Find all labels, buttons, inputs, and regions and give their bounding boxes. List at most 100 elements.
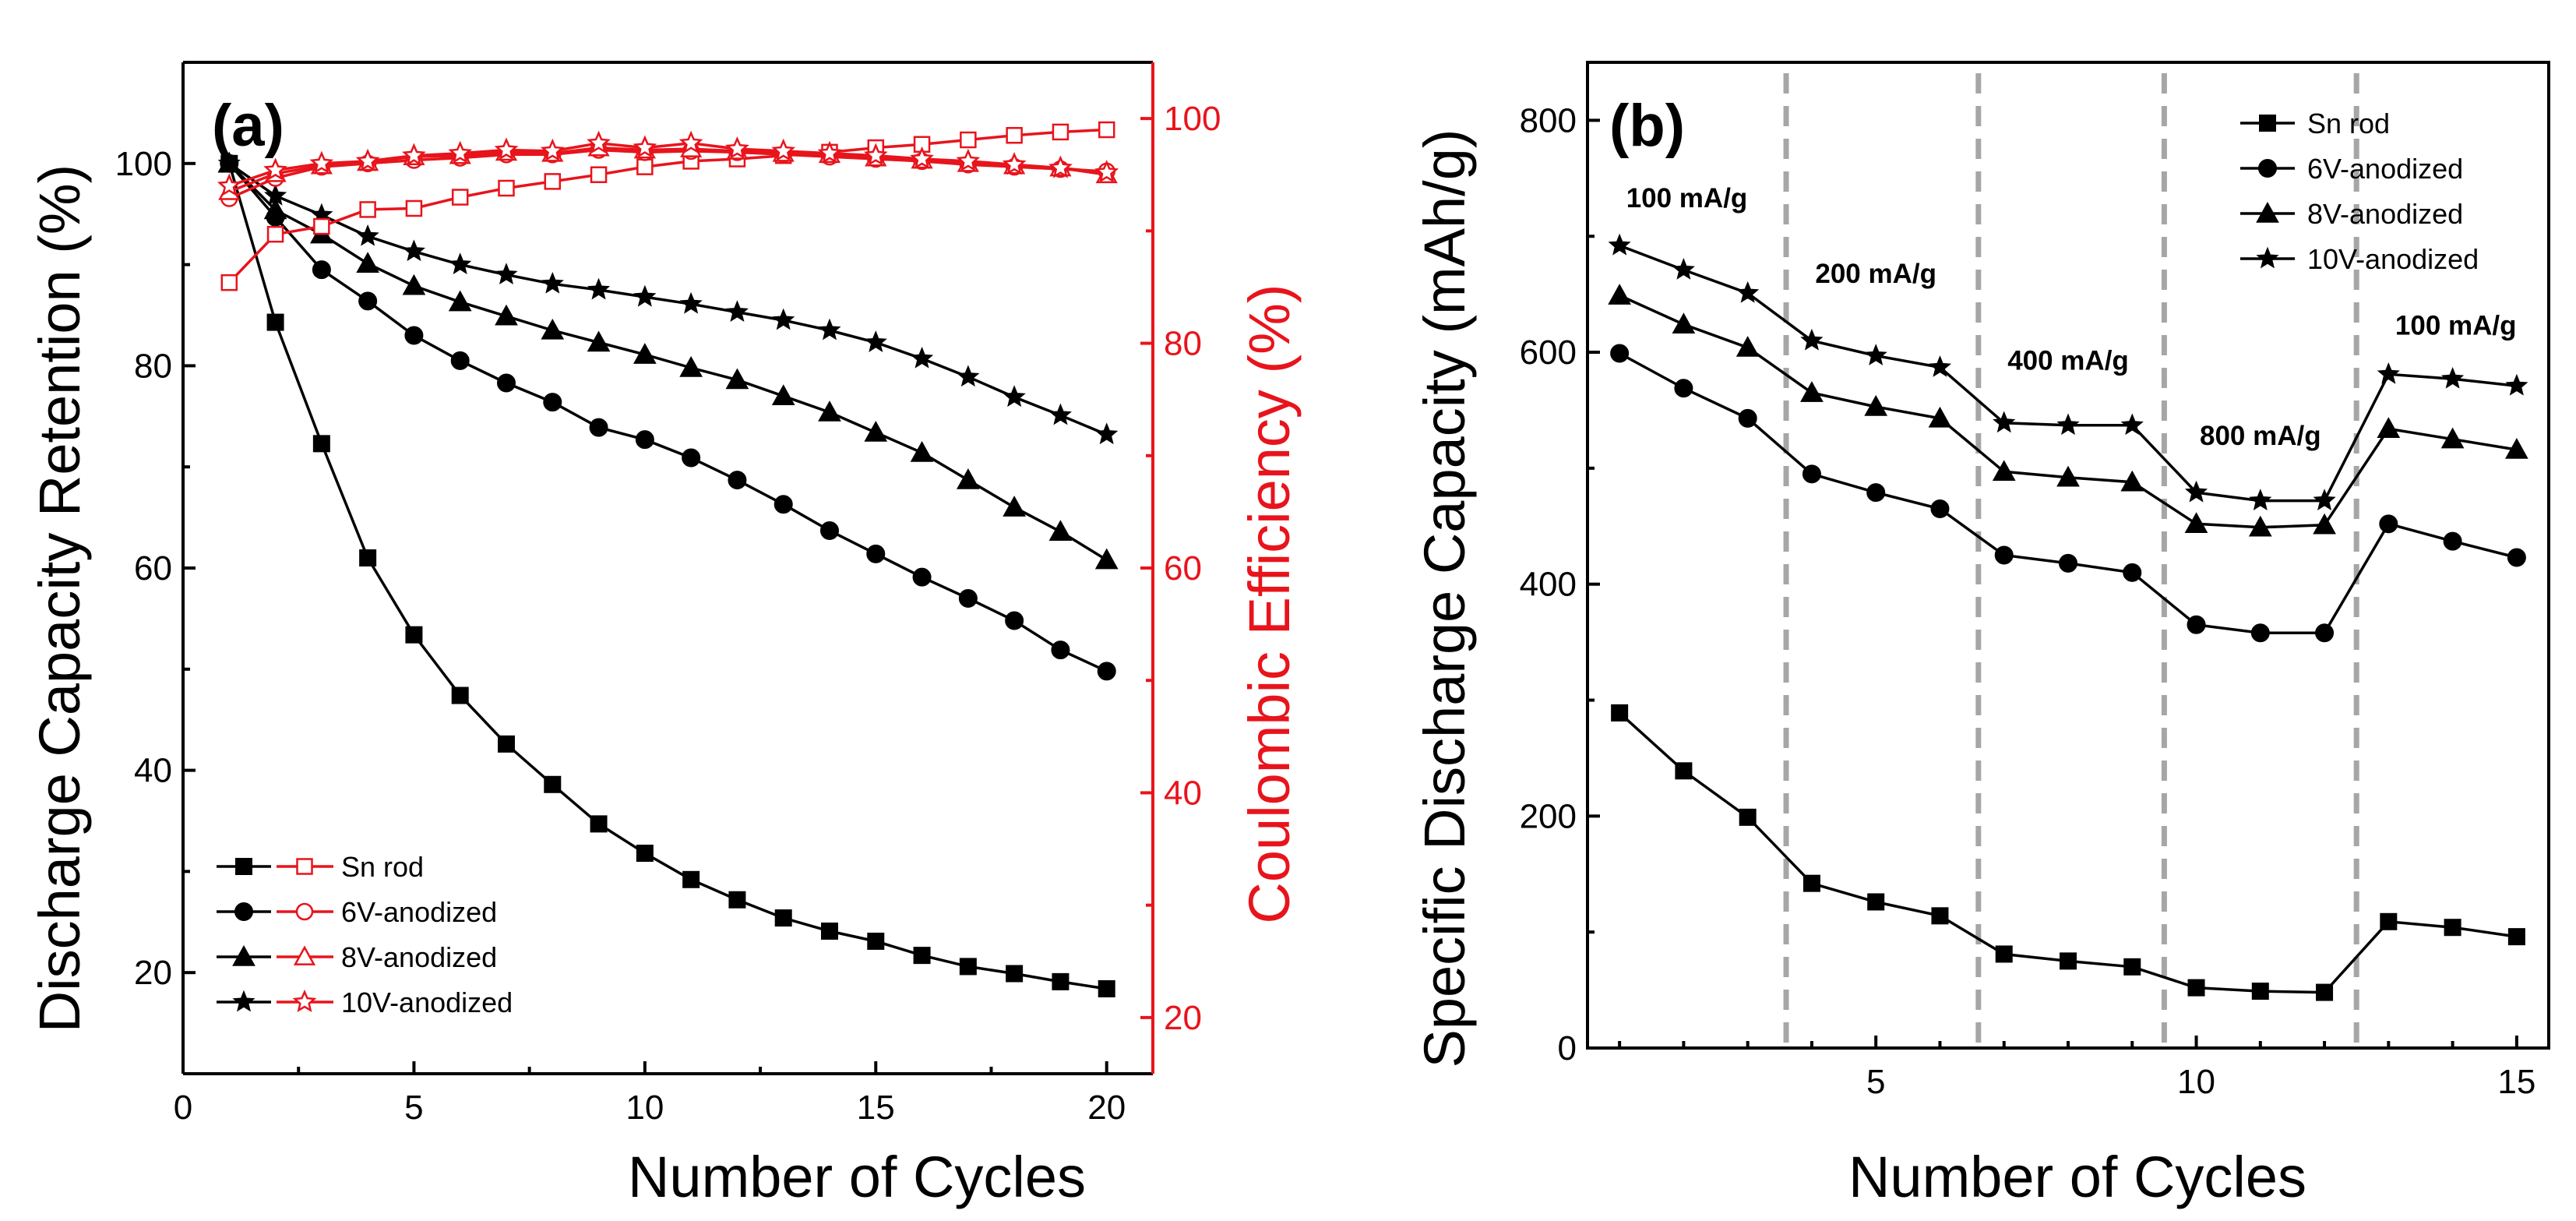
panel-a-point-6v-anodized	[958, 588, 978, 608]
panel-b-point-6v-anodized	[1674, 379, 1693, 398]
panel-a-point-10v-anodized-ce	[1002, 152, 1027, 175]
panel-a-y-tick-label: 40	[134, 752, 172, 790]
panel-a-point-6v-anodized	[358, 291, 378, 311]
panel-a-point-10v-anodized-ce	[494, 137, 519, 161]
panel-a-point-10v-anodized-ce	[1094, 160, 1119, 183]
panel-b-point-8v-anodized	[2505, 438, 2528, 459]
panel-a-point-sn-rod	[821, 922, 838, 940]
panel-b-legend-item: 6V-anodized	[2240, 153, 2463, 185]
panel-a-y2-tick-label: 20	[1164, 999, 1202, 1037]
panel-a-series-8v-anodized-ce	[218, 136, 1118, 200]
panel-a-point-10v-anodized	[1095, 422, 1119, 445]
panel-a-series-6v-anodized	[220, 154, 1116, 681]
panel-a-point-sn-rod-ce	[220, 273, 238, 291]
panel-a-point-6v-anodized	[497, 373, 516, 393]
panel-a-point-10v-anodized	[264, 183, 287, 206]
panel-a-x-tick-label: 20	[1087, 1089, 1126, 1127]
panel-a-point-sn-rod	[590, 815, 608, 833]
panel-a-x-tick-label: 0	[174, 1089, 192, 1127]
panel-b-point-6v-anodized	[2250, 623, 2270, 643]
panel-a-point-sn-rod-ce	[544, 173, 562, 190]
panel-a-point-6v-anodized	[543, 393, 562, 412]
panel-a-point-sn-rod-ce	[266, 225, 284, 243]
panel-a-series-10v-anodized	[217, 151, 1119, 445]
panel-b-point-10v-anodized	[1608, 233, 1631, 256]
panel-a-x-tick-label: 10	[625, 1089, 664, 1127]
panel-b-legend-item: 10V-anodized	[2240, 243, 2479, 275]
panel-a-point-sn-rod	[544, 775, 562, 793]
panel-b-line-8v-anodized	[1619, 294, 2518, 529]
panel-a-label: (a)	[212, 93, 284, 159]
panel-a-y2-tick-label: 80	[1164, 325, 1202, 363]
panel-b-line-sn-rod	[1618, 711, 2518, 994]
panel-a-legend-marker-ce	[292, 989, 317, 1013]
panel-b-point-10v-anodized	[2056, 413, 2080, 436]
panel-b-point-sn-rod	[2316, 983, 2334, 1001]
panel-b-point-8v-anodized	[2377, 417, 2401, 438]
panel-b-point-sn-rod	[1611, 704, 1629, 722]
panel-b-point-6v-anodized	[1738, 408, 1757, 428]
panel-a-point-8v-anodized	[725, 368, 749, 390]
panel-a-point-10v-anodized-ce	[355, 148, 380, 171]
panel-b-rate-label: 200 mA/g	[1815, 259, 1936, 289]
panel-a-point-sn-rod-ce	[636, 158, 654, 175]
panel-a-point-10v-anodized	[957, 365, 980, 387]
panel-a-legend: Sn rod 6V-anodized 8V-anodized 10V-anodized	[217, 851, 513, 1018]
panel-b-point-6v-anodized	[2059, 553, 2077, 573]
panel-a-point-sn-rod	[774, 909, 792, 927]
panel-a-point-sn-rod-ce	[498, 179, 515, 197]
panel-b-y-tick-label: 0	[1558, 1029, 1577, 1067]
panel-a-y-tick-label: 60	[134, 549, 172, 588]
panel-b-specific-capacity: 0 200 400 600 800 5 10 15 100 mA/g 200 mA/g 400 …	[1412, 61, 2550, 1209]
panel-b-point-8v-anodized	[2120, 470, 2144, 492]
panel-a-point-10v-anodized-ce	[540, 138, 565, 162]
panel-b-point-sn-rod	[1931, 907, 1949, 925]
panel-b-point-sn-rod	[2380, 912, 2398, 930]
panel-b-x-tick-label: 15	[2497, 1063, 2535, 1101]
panel-b-point-sn-rod	[1675, 762, 1693, 780]
panel-a-point-6v-anodized	[820, 521, 839, 540]
panel-b-rate-label: 800 mA/g	[2200, 421, 2321, 451]
panel-a-point-6v-anodized	[866, 544, 886, 563]
panel-b-point-10v-anodized	[2184, 480, 2208, 503]
panel-b-point-sn-rod	[2251, 983, 2269, 1000]
panel-a-point-sn-rod-ce	[405, 199, 423, 217]
panel-a-point-6v-anodized	[1097, 662, 1116, 681]
panel-b-series-sn-rod	[1611, 704, 2525, 1001]
panel-a-left-axis-ticks: 20 40 60 80 100	[115, 61, 196, 992]
panel-b-point-10v-anodized	[1736, 281, 1760, 303]
panel-b-legend-label: 10V-anodized	[2307, 243, 2479, 275]
panel-a-point-10v-anodized	[402, 239, 425, 262]
panel-b-point-sn-rod	[2123, 958, 2141, 976]
panel-a-y2-tick-label: 60	[1164, 549, 1202, 588]
panel-a-point-sn-rod	[451, 686, 469, 704]
panel-a-y-tick-label: 20	[134, 954, 172, 992]
panel-b-x-tick-label: 10	[2177, 1063, 2215, 1101]
panel-a-x-tick-label: 5	[404, 1089, 423, 1127]
panel-a-point-10v-anodized-ce	[817, 140, 842, 164]
panel-a-point-8v-anodized	[679, 355, 703, 377]
panel-a-point-8v-anodized	[495, 304, 518, 326]
panel-a-point-10v-anodized-ce	[678, 130, 703, 154]
panel-b-legend-marker	[2259, 115, 2276, 132]
panel-a-point-8v-anodized	[771, 384, 795, 406]
panel-a-point-sn-rod-ce	[1052, 123, 1070, 141]
panel-a-point-6v-anodized	[635, 430, 654, 450]
panel-b-point-6v-anodized	[1930, 499, 1950, 518]
panel-b-point-8v-anodized	[2440, 427, 2465, 449]
panel-a-legend-item: 8V-anodized	[217, 941, 497, 973]
panel-b-point-8v-anodized	[1928, 406, 1952, 428]
panel-a-line-8v-anodized	[228, 162, 1108, 562]
panel-a-point-sn-rod	[312, 435, 330, 453]
panel-a-series-10v-anodized-ce	[217, 130, 1119, 196]
panel-a-point-10v-anodized	[217, 151, 241, 174]
panel-b-x-tick-label: 5	[1866, 1063, 1885, 1101]
panel-b-rate-label: 100 mA/g	[2395, 311, 2517, 341]
panel-a-y-tick-label: 80	[134, 347, 172, 385]
panel-b-point-8v-anodized	[1672, 312, 1696, 334]
panel-a-point-10v-anodized-ce	[771, 138, 796, 162]
panel-b-point-sn-rod	[2187, 979, 2205, 997]
panel-b-rate-labels: 100 mA/g 200 mA/g 400 mA/g 800 mA/g 100 mA/g	[1626, 183, 2517, 451]
panel-a-x-axis-ticks: 0 5 10 15 20	[174, 1061, 1126, 1127]
panel-b-legend-item: Sn rod	[2240, 108, 2390, 139]
